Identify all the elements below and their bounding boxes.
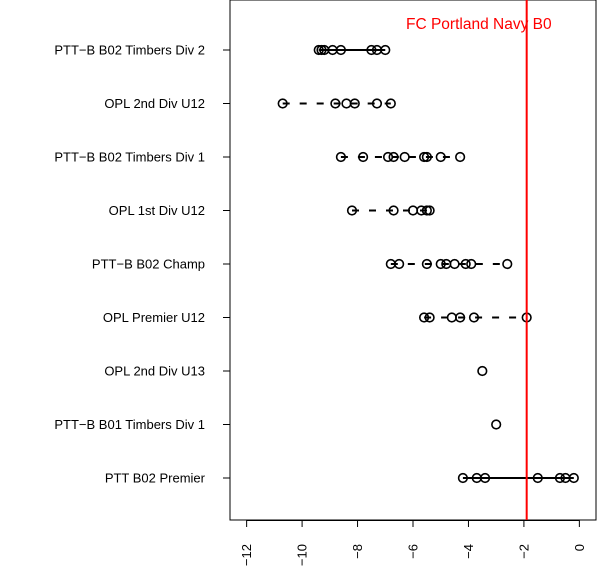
data-point	[421, 151, 432, 163]
data-point	[399, 151, 410, 163]
data-point	[491, 419, 502, 430]
y-tick-label: OPL 1st Div U12	[109, 203, 205, 218]
data-point	[380, 44, 391, 56]
data-point	[313, 44, 324, 56]
data-point	[371, 98, 383, 109]
x-axis: −12 −10 −8 −6 −4 −2 0	[239, 520, 587, 566]
y-tick-label: OPL 2nd Div U13	[104, 364, 205, 379]
series-row	[346, 205, 435, 216]
data-point	[316, 44, 327, 56]
x-tick-label: 0	[572, 544, 587, 551]
series-row	[277, 98, 396, 109]
data-point	[335, 151, 347, 163]
data-point	[446, 312, 457, 323]
plot-frame	[229, 0, 597, 521]
data-point	[382, 151, 394, 163]
data-point	[457, 472, 469, 484]
series-row	[418, 312, 532, 323]
data-point	[341, 98, 352, 109]
data-point	[468, 312, 480, 323]
data-point	[346, 205, 358, 216]
data-point	[385, 98, 396, 109]
data-point	[479, 472, 491, 484]
series-row	[335, 151, 466, 163]
y-tick-label: PTT−B B02 Timbers Div 1	[54, 150, 205, 165]
y-tick-label: PTT−B B02 Timbers Div 2	[54, 43, 205, 58]
data-point	[357, 151, 369, 163]
data-point	[388, 151, 399, 163]
series-row	[457, 472, 579, 484]
data-point	[421, 258, 432, 270]
data-point	[424, 205, 435, 216]
x-tick-label: −12	[239, 544, 254, 566]
data-point	[418, 151, 430, 163]
data-point	[449, 258, 460, 270]
x-tick-label: −10	[295, 544, 310, 566]
data-point	[435, 258, 446, 270]
y-tick-label: PTT−B B01 Timbers Div 1	[54, 417, 205, 432]
y-tick-label: PTT−B B02 Champ	[92, 257, 205, 272]
data-point	[455, 312, 466, 323]
data-point	[349, 98, 360, 109]
data-point	[335, 44, 347, 56]
data-point	[554, 472, 566, 484]
data-point	[502, 258, 513, 270]
series-layer	[277, 44, 579, 484]
data-point	[366, 44, 377, 56]
y-tick-label: OPL Premier U12	[103, 310, 205, 325]
y-axis: PTT−B B02 Timbers Div 2 OPL 2nd Div U12 PT…	[54, 43, 230, 486]
x-tick-label: −8	[350, 544, 365, 559]
reference-layer: FC Portland Navy B0	[406, 0, 552, 520]
data-point	[418, 312, 430, 323]
series-row	[313, 44, 391, 56]
data-point	[435, 151, 446, 163]
y-tick-label: PTT B02 Premier	[105, 471, 206, 486]
series-row	[385, 258, 513, 270]
x-tick-label: −4	[461, 544, 476, 559]
x-tick-label: −6	[406, 544, 421, 559]
data-point	[532, 472, 543, 484]
data-point	[421, 205, 432, 216]
data-point	[330, 98, 341, 109]
data-point	[455, 151, 466, 163]
data-point	[460, 258, 471, 270]
reference-line-label: FC Portland Navy B0	[406, 16, 552, 33]
series-row	[491, 419, 502, 430]
data-point	[568, 472, 579, 484]
data-point	[477, 365, 488, 377]
data-point	[388, 205, 399, 216]
data-point	[394, 258, 405, 270]
y-tick-label: OPL 2nd Div U12	[104, 96, 205, 111]
x-tick-label: −2	[516, 544, 531, 559]
data-point	[424, 312, 435, 323]
data-point	[466, 258, 477, 270]
series-row	[477, 365, 488, 377]
data-point	[277, 98, 288, 109]
